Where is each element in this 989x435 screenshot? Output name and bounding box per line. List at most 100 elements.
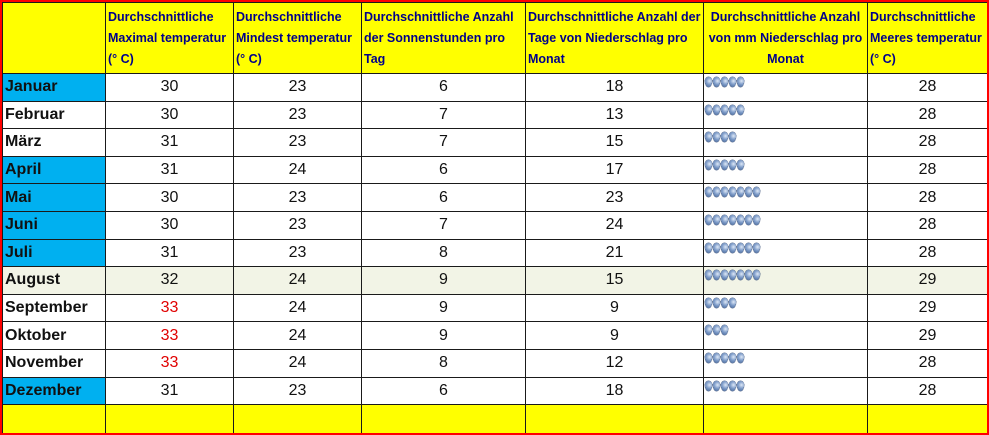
sea-temp-cell: 29 (867, 266, 987, 295)
sea-temp-cell: 28 (867, 128, 987, 157)
month-cell: April (2, 155, 106, 185)
raindrop-icon (737, 242, 744, 253)
min-temp-cell: 24 (233, 266, 362, 295)
month-cell: September (2, 293, 106, 323)
rain-days-cell: 18 (525, 376, 704, 406)
raindrop-icon (721, 325, 728, 336)
sea-temp-cell: 28 (867, 183, 987, 212)
sea-temp-cell: 28 (867, 210, 987, 240)
header-rain-mm: Durchschnittliche Anzahl von mm Niedersc… (703, 2, 868, 74)
min-temp-cell: 23 (233, 73, 362, 102)
table-row: November 33 24 8 12 28 (2, 348, 987, 378)
footer-row (2, 404, 987, 433)
month-cell: Mai (2, 183, 106, 212)
raindrop-icon (721, 132, 728, 143)
header-min-temp: Durchschnittliche Mindest temperatur (° … (233, 2, 362, 74)
rain-days-cell: 21 (525, 238, 704, 268)
table-row: Februar 30 23 7 13 28 (2, 100, 987, 130)
rain-days-cell: 23 (525, 183, 704, 212)
min-temp-cell: 24 (233, 293, 362, 323)
header-sun-hours: Durchschnittliche Anzahl der Sonnenstund… (361, 2, 526, 74)
raindrop-icon (729, 270, 736, 281)
max-temp-cell: 32 (105, 266, 234, 295)
table-row: Juni 30 23 7 24 28 (2, 210, 987, 240)
raindrop-icon (705, 77, 712, 87)
raindrop-icon (713, 214, 720, 225)
sun-hours-cell: 8 (361, 238, 526, 268)
min-temp-cell: 24 (233, 348, 362, 378)
footer-cell (233, 404, 362, 433)
raindrop-icon (713, 325, 720, 336)
raindrop-icon (721, 352, 728, 363)
sea-temp-cell: 28 (867, 100, 987, 130)
sun-hours-cell: 7 (361, 128, 526, 157)
raindrop-icon (721, 380, 728, 391)
month-cell: Juni (2, 210, 106, 240)
raindrop-icon (705, 380, 712, 391)
month-cell: Februar (2, 100, 106, 130)
raindrop-icon (729, 187, 736, 198)
raindrop-icon (729, 297, 736, 308)
raindrop-icon (705, 187, 712, 198)
raindrop-icon (745, 270, 752, 281)
max-temp-cell: 31 (105, 376, 234, 406)
footer-cell (105, 404, 234, 433)
rain-mm-cell (703, 266, 868, 295)
max-temp-cell: 30 (105, 73, 234, 102)
sea-temp-cell: 28 (867, 348, 987, 378)
rain-days-cell: 15 (525, 266, 704, 295)
raindrop-icon (729, 104, 736, 115)
rain-mm-cell (703, 293, 868, 323)
sun-hours-cell: 6 (361, 73, 526, 102)
raindrop-icon (713, 104, 720, 115)
rain-days-cell: 18 (525, 73, 704, 102)
sun-hours-cell: 6 (361, 183, 526, 212)
raindrop-icon (713, 352, 720, 363)
sun-hours-cell: 6 (361, 155, 526, 185)
raindrop-icon (745, 242, 752, 253)
max-temp-cell: 30 (105, 210, 234, 240)
header-rain-days: Durchschnittliche Anzahl der Tage von Ni… (525, 2, 704, 74)
footer-cell (703, 404, 868, 433)
rain-mm-cell (703, 183, 868, 212)
raindrop-icon (721, 214, 728, 225)
rain-days-cell: 17 (525, 155, 704, 185)
sun-hours-cell: 7 (361, 100, 526, 130)
min-temp-cell: 23 (233, 100, 362, 130)
rain-mm-cell (703, 155, 868, 185)
raindrop-icon (705, 297, 712, 308)
raindrop-icon (737, 187, 744, 198)
raindrop-icon (721, 270, 728, 281)
max-temp-cell: 30 (105, 183, 234, 212)
max-temp-cell: 31 (105, 128, 234, 157)
raindrop-icon (705, 325, 712, 336)
table-row: Dezember 31 23 6 18 28 (2, 376, 987, 406)
raindrop-icon (713, 242, 720, 253)
raindrop-icon (705, 242, 712, 253)
raindrop-icon (737, 380, 744, 391)
min-temp-cell: 23 (233, 128, 362, 157)
table-row: April 31 24 6 17 28 (2, 155, 987, 185)
rain-days-cell: 24 (525, 210, 704, 240)
raindrop-icon (737, 270, 744, 281)
footer-cell (525, 404, 704, 433)
rain-days-cell: 13 (525, 100, 704, 130)
table-row: Juli 31 23 8 21 28 (2, 238, 987, 268)
rain-mm-cell (703, 376, 868, 406)
month-cell: Oktober (2, 321, 106, 350)
rain-mm-cell (703, 100, 868, 130)
sea-temp-cell: 29 (867, 293, 987, 323)
raindrop-icon (721, 297, 728, 308)
raindrop-icon (737, 352, 744, 363)
raindrop-icon (737, 104, 744, 115)
header-row: Durchschnittliche Maximal temperatur (° … (2, 2, 987, 74)
raindrop-icon (753, 242, 760, 253)
max-temp-cell: 31 (105, 155, 234, 185)
month-cell: Dezember (2, 376, 106, 406)
raindrop-icon (745, 187, 752, 198)
footer-cell (361, 404, 526, 433)
raindrop-icon (705, 270, 712, 281)
rain-mm-cell (703, 73, 868, 102)
rain-mm-cell (703, 238, 868, 268)
